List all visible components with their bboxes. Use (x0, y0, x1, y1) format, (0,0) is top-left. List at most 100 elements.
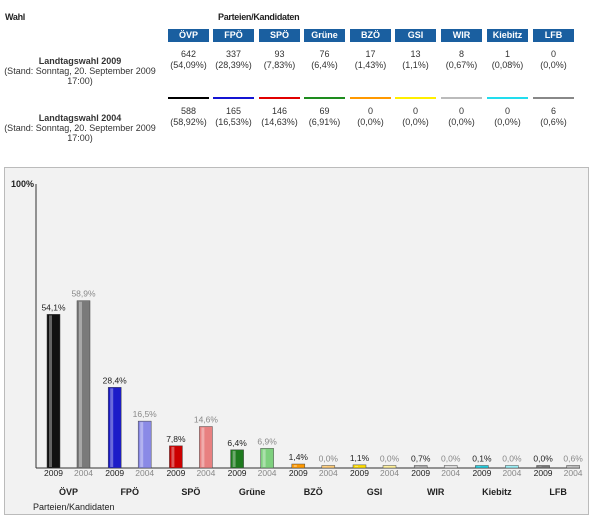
bar-2009 (230, 449, 244, 469)
bar-2004 (137, 420, 152, 469)
bar-highlight (507, 466, 511, 467)
result-cell: 93 (7,83%) (257, 49, 302, 71)
category-label: BZÖ (304, 487, 323, 497)
percent-value: (28,39%) (215, 60, 252, 70)
bar-2004 (505, 465, 519, 469)
data-label: 58,9% (71, 289, 96, 299)
party-color-bar (533, 97, 574, 99)
percent-value: (1,43%) (354, 60, 387, 70)
percent-value: (6,4%) (311, 60, 338, 70)
bar-2004 (76, 300, 91, 469)
bar-2004 (260, 448, 274, 469)
votes-value: 76 (319, 49, 330, 59)
result-cell: 588 (58,92%) (166, 106, 211, 128)
bar-2004 (321, 465, 336, 469)
bar-2004 (199, 426, 213, 469)
bar-highlight (416, 466, 420, 467)
party-header-3: Grüne (304, 29, 345, 42)
party-color-bar (487, 97, 528, 99)
row-stand: (Stand: Sonntag, 20. September 2009 17:0… (4, 123, 156, 143)
series-year-label: 2009 (350, 468, 369, 478)
result-cell: 165 (16,53%) (211, 106, 256, 128)
votes-value: 0 (550, 49, 556, 59)
bar-highlight (355, 465, 358, 467)
series-year-label: 2009 (472, 468, 491, 478)
result-cell: 1 (0,08%) (485, 49, 530, 71)
percent-value: (54,09%) (170, 60, 207, 70)
data-label: 0,0% (533, 454, 553, 464)
series-year-label: 2009 (534, 468, 553, 478)
result-cell: 337 (28,39%) (211, 49, 256, 71)
series-year-label: 2004 (196, 468, 215, 478)
votes-value: 0 (412, 106, 418, 116)
data-label: 0,0% (319, 454, 339, 464)
bar-2009 (107, 387, 122, 469)
bar-2009 (536, 465, 550, 469)
party-header-1: FPÖ (213, 29, 254, 42)
series-year-label: 2009 (105, 468, 124, 478)
votes-value: 69 (319, 106, 330, 116)
data-label: 1,1% (350, 453, 370, 463)
percent-value: (6,91%) (308, 117, 341, 127)
percent-value: (1,1%) (402, 60, 429, 70)
bar-2009 (169, 445, 183, 469)
data-label: 0,6% (563, 454, 583, 464)
data-label: 0,7% (411, 454, 431, 464)
votes-value: 165 (225, 106, 242, 116)
data-label: 1,4% (289, 452, 309, 462)
results-table: Wahl Parteien/Kandidaten ÖVP FPÖ SPÖ Grüne B… (0, 0, 590, 160)
bar-highlight (49, 315, 52, 467)
votes-value: 337 (225, 49, 242, 59)
votes-value: 13 (410, 49, 421, 59)
party-color-bar (395, 97, 436, 99)
series-year-label: 2009 (44, 468, 63, 478)
result-cell: 0 (0,0%) (393, 106, 438, 128)
votes-value: 588 (180, 106, 197, 116)
bar-2009 (352, 464, 367, 469)
percent-value: (16,53%) (215, 117, 252, 127)
row-stand: (Stand: Sonntag, 20. September 2009 17:0… (4, 66, 156, 86)
result-cell: 642 (54,09%) (166, 49, 211, 71)
category-label: WIR (427, 487, 445, 497)
votes-value: 0 (458, 106, 464, 116)
bar-highlight (140, 422, 144, 467)
parties-header: Parteien/Kandidaten (218, 12, 300, 22)
category-label: FPÖ (120, 487, 139, 497)
result-cell: 69 (6,91%) (302, 106, 347, 128)
data-label: 0,0% (380, 454, 400, 464)
party-header-4: BZÖ (350, 29, 391, 42)
category-label: ÖVP (59, 487, 78, 497)
votes-value: 146 (271, 106, 288, 116)
percent-value: (7,83%) (263, 60, 296, 70)
bar-highlight (201, 427, 205, 467)
series-year-label: 2004 (502, 468, 521, 478)
y-max-label: 100% (11, 179, 35, 189)
bar-highlight (323, 466, 327, 467)
votes-value: 642 (180, 49, 197, 59)
bar-highlight (538, 466, 542, 467)
category-label: Kiebitz (482, 487, 512, 497)
bar-highlight (262, 449, 266, 467)
series-year-label: 2004 (441, 468, 460, 478)
category-label: GSI (367, 487, 383, 497)
category-label: Grüne (239, 487, 266, 497)
series-year-label: 2004 (564, 468, 583, 478)
votes-value: 0 (504, 106, 510, 116)
row-title: Landtagswahl 2009 (38, 56, 122, 66)
series-year-label: 2009 (166, 468, 185, 478)
series-year-label: 2004 (319, 468, 338, 478)
bar-highlight (446, 466, 450, 467)
result-cell: 6 (0,6%) (531, 106, 576, 128)
percent-value: (0,0%) (540, 60, 567, 70)
party-header-7: Kiebitz (487, 29, 528, 42)
bar-highlight (568, 466, 572, 467)
percent-value: (0,6%) (540, 117, 567, 127)
result-cell: 0 (0,0%) (485, 106, 530, 128)
votes-value: 1 (504, 49, 510, 59)
row-label-2009: Landtagswahl 2009 (Stand: Sonntag, 20. S… (0, 56, 160, 86)
party-color-bar (304, 97, 345, 99)
party-color-bar (213, 97, 254, 99)
x-axis-title: Parteien/Kandidaten (33, 502, 115, 512)
party-header-8: LFB (533, 29, 574, 42)
bar-highlight (171, 446, 175, 467)
